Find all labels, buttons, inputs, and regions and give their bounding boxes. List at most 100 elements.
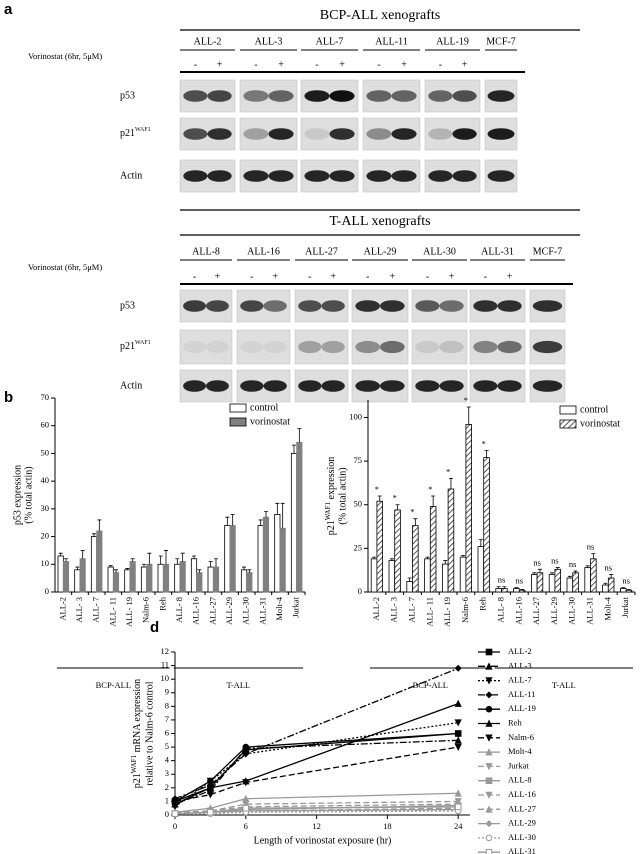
- bar: [607, 577, 615, 593]
- bar: [602, 584, 609, 593]
- y-axis-label: relative to Nalm-6 control: [144, 681, 155, 785]
- error-bar: [242, 566, 246, 570]
- error-bar: [448, 478, 453, 490]
- marker: [207, 777, 214, 785]
- error-bar: [280, 502, 285, 529]
- marker: [171, 798, 179, 806]
- error-bar: [114, 569, 118, 573]
- blot-band: [355, 380, 380, 392]
- lane-label: ALL-29: [364, 246, 397, 257]
- legend-swatch: [559, 405, 577, 415]
- y-tick-label: 11: [161, 660, 169, 670]
- legend-label: vorinostat: [580, 418, 620, 429]
- treatment-sign: -: [484, 271, 487, 282]
- blot-band: [243, 90, 269, 102]
- legend-marker: [485, 791, 493, 799]
- blot-band: [304, 90, 330, 102]
- x-axis-label: Length of vorinostat exposure (hr): [254, 835, 392, 846]
- legend-label: ALL-8: [508, 775, 532, 785]
- panel-label: d: [150, 619, 159, 636]
- marker: [206, 791, 215, 799]
- bar: [501, 588, 508, 593]
- lane-label: ALL-19: [436, 36, 469, 47]
- error-bar: [372, 556, 377, 559]
- bar: [584, 567, 591, 593]
- bar: [370, 558, 378, 593]
- blot-band: [355, 300, 380, 312]
- error-bar: [175, 558, 180, 565]
- legend-marker: [485, 662, 493, 670]
- y-axis-label: (% total actin): [23, 466, 34, 523]
- significance-label: ns: [605, 562, 613, 572]
- blot-band: [428, 90, 453, 102]
- blot-band: [243, 128, 269, 140]
- bar: [566, 577, 574, 593]
- error-bar: [192, 555, 196, 559]
- blot-band: [304, 170, 330, 182]
- blot-title: T-ALL xenografts: [329, 214, 430, 229]
- x-tick-label: Nalm-6: [460, 597, 470, 623]
- legend-label: ALL-19: [508, 703, 536, 713]
- legend-label: control: [250, 402, 279, 413]
- blot-image: [179, 329, 233, 365]
- panel-label: a: [4, 1, 13, 18]
- legend-marker: [485, 820, 493, 828]
- error-bar: [407, 577, 412, 582]
- treatment-sign: -: [250, 271, 253, 282]
- legend-label: ALL-16: [508, 789, 536, 799]
- x-tick-label: ALL- 19: [124, 597, 134, 627]
- error-bar: [108, 565, 113, 568]
- significance-label: ns: [533, 557, 541, 567]
- bar: [146, 563, 153, 593]
- bar: [620, 588, 627, 593]
- error-bar: [443, 560, 448, 565]
- bar: [174, 563, 181, 593]
- error-bar: [92, 533, 96, 537]
- legend-marker: [485, 848, 493, 854]
- y-tick-label: 50: [354, 499, 363, 509]
- bar: [477, 546, 485, 593]
- error-bar: [58, 552, 63, 556]
- blot-band: [380, 340, 405, 354]
- bar: [465, 424, 472, 593]
- legend-marker: [485, 777, 493, 785]
- bar: [513, 588, 520, 593]
- legend-marker: [485, 691, 493, 699]
- series-line: [175, 810, 459, 815]
- bar: [447, 488, 455, 593]
- bar: [290, 453, 298, 593]
- error-bar: [484, 450, 489, 458]
- bar: [224, 525, 231, 593]
- bar: [429, 506, 437, 593]
- legend-marker: [485, 719, 493, 727]
- blot-band: [207, 128, 232, 140]
- label-part: mRNA expression: [132, 679, 143, 755]
- significance-label: *: [393, 493, 397, 503]
- treatment-sign: +: [217, 59, 223, 70]
- row-label: p53: [120, 300, 135, 311]
- significance-label: ns: [551, 556, 559, 566]
- marker: [242, 750, 250, 758]
- marker: [454, 743, 462, 752]
- treatment-sign: +: [339, 59, 345, 70]
- x-tick-label: ALL- 8: [495, 597, 505, 623]
- blot-band: [183, 300, 206, 312]
- error-bar: [158, 555, 163, 565]
- label-sup: WAF1: [130, 754, 138, 773]
- series-line: [174, 732, 459, 803]
- treatment-sign: -: [366, 271, 369, 282]
- x-tick-label: Jurkat: [291, 596, 301, 617]
- blot-band: [428, 170, 453, 182]
- label-part: p21: [120, 128, 135, 139]
- blot-band: [183, 90, 208, 102]
- series-line: [174, 732, 459, 802]
- y-tick-label: 25: [354, 542, 363, 552]
- error-bar: [75, 566, 80, 570]
- bar: [90, 536, 98, 593]
- y-tick-label: 6: [165, 727, 169, 737]
- y-tick-label: 12: [161, 646, 170, 656]
- y-tick-label: 100: [349, 411, 362, 421]
- bar: [495, 588, 502, 593]
- y-tick-label: 8: [165, 700, 169, 710]
